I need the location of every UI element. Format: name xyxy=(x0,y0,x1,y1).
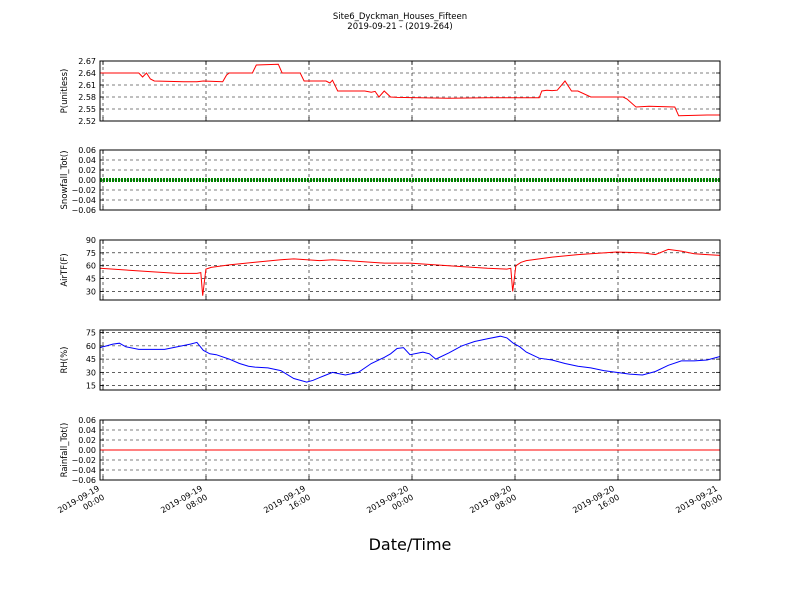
panel-1-ytick-label-0: 2.67 xyxy=(78,57,96,66)
panel-3-ytick-label-3: 45 xyxy=(86,275,96,284)
panel-1-ytick-label-3: 2.58 xyxy=(78,93,96,102)
panel-5-frame xyxy=(99,419,721,481)
panel-1-frame xyxy=(99,60,721,122)
panel-1-ytick-label-2: 2.61 xyxy=(78,81,96,90)
panel-5-ytick-label-1: 0.04 xyxy=(78,426,96,435)
panel-3: 90 75 60 45 30 AirTF(F) xyxy=(60,236,721,301)
panel-4-ytick-label-1: 60 xyxy=(86,342,96,351)
panel-2-frame xyxy=(99,149,721,211)
panel-2-ytick-label-1: 0.04 xyxy=(78,156,96,165)
panel-1-series-0 xyxy=(100,63,720,117)
panel-3-frame xyxy=(99,239,721,301)
panel-2-ytick-label-0: 0.06 xyxy=(78,146,96,155)
x-tick-label-5: 2019-09-2016:00 xyxy=(571,484,621,524)
panel-3-ytick-label-4: 30 xyxy=(86,287,96,296)
x-tick-label-2: 2019-09-1916:00 xyxy=(262,484,312,524)
x-axis-label: Date/Time xyxy=(369,535,452,554)
panel-1-ytick-label-4: 2.55 xyxy=(78,105,96,114)
panel-5-ytick-label-3: 0.00 xyxy=(78,446,96,455)
panel-5: 0.060.040.020.00−0.02−0.04−0.06Rainfall_… xyxy=(60,416,721,485)
panel-2-ylabel: Snowfall_Tot() xyxy=(60,150,70,209)
panel-5-ytick-label-4: −0.02 xyxy=(71,456,96,465)
panel-5-ytick-label-5: −0.04 xyxy=(71,466,96,475)
figure-title-line2: 2019-09-21 - (2019-264) xyxy=(347,22,452,32)
panel-4-ytick-label-3: 30 xyxy=(86,368,96,377)
panel-4-ylabel: RH(%) xyxy=(60,346,70,373)
panel-5-ytick-label-0: 0.06 xyxy=(78,416,96,425)
panel-4-ytick-label-0: 75 xyxy=(86,329,96,338)
panel-3-ytick-label-1: 75 xyxy=(86,249,96,258)
panels: 2.672.642.612.582.552.52P(unitless)0.060… xyxy=(60,57,721,485)
panel-4-ytick-label-2: 45 xyxy=(86,355,96,364)
panel-3-ylabel: AirTF(F) xyxy=(60,253,70,286)
panel-1-ytick-label-5: 2.52 xyxy=(78,117,96,126)
x-tick-label-0: 2019-09-1900:00 xyxy=(56,484,106,524)
panel-3-ytick-label-2: 60 xyxy=(86,262,96,271)
panel-3-ytick-label-0: 90 xyxy=(86,236,96,245)
panel-2-ytick-label-6: −0.06 xyxy=(71,206,96,215)
panel-5-ytick-label-2: 0.02 xyxy=(78,436,96,445)
x-tick-labels: 2019-09-1900:00 2019-09-1908:00 2019-09-19… xyxy=(56,484,724,524)
panel-1-ytick-label-1: 2.64 xyxy=(78,69,96,78)
figure-title-line1: Site6_Dyckman_Houses_Fifteen xyxy=(333,12,467,22)
panel-4: 75 60 45 30 15 RH(%) xyxy=(60,329,721,391)
x-tick-label-3: 2019-09-2000:00 xyxy=(365,484,415,524)
panel-4-frame xyxy=(99,329,721,391)
x-tick-label-1: 2019-09-1908:00 xyxy=(159,484,209,524)
panel-3-series-0 xyxy=(99,248,721,296)
panel-2-ytick-label-2: 0.02 xyxy=(78,166,96,175)
panel-2: 0.060.040.020.00−0.02−0.04−0.06Snowfall_… xyxy=(60,146,721,215)
panel-1-ylabel: P(unitless) xyxy=(60,69,70,114)
panel-2-ytick-label-4: −0.02 xyxy=(71,186,96,195)
panel-2-ytick-label-5: −0.04 xyxy=(71,196,96,205)
panel-1: 2.67 2.64 2.61 2.58 2.55 2.52 P(unitless) xyxy=(60,57,721,126)
panel-2-ytick-label-3: 0.00 xyxy=(78,176,96,185)
panel-5-ylabel: Rainfall_Tot() xyxy=(60,423,70,478)
panel-4-series-0 xyxy=(99,335,721,383)
panel-5-ytick-label-6: −0.06 xyxy=(71,476,96,485)
x-tick-label-4: 2019-09-2008:00 xyxy=(468,484,518,524)
panel-4-ytick-label-4: 15 xyxy=(86,382,96,391)
x-tick-label-6: 2019-09-2100:00 xyxy=(674,484,724,524)
